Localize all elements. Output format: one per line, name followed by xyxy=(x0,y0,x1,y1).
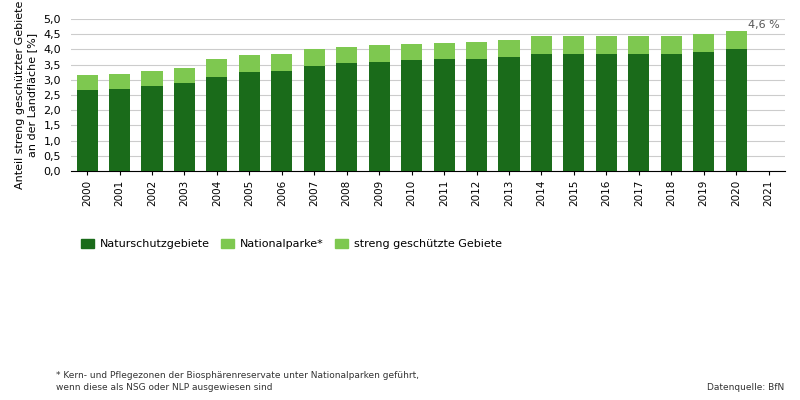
Bar xyxy=(369,62,390,171)
Bar xyxy=(271,54,292,71)
Text: Datenquelle: BfN: Datenquelle: BfN xyxy=(706,383,784,392)
Text: 4,6 %: 4,6 % xyxy=(749,20,780,30)
Legend: Naturschutzgebiete, Nationalparke*, streng geschützte Gebiete: Naturschutzgebiete, Nationalparke*, stre… xyxy=(77,234,506,254)
Bar xyxy=(142,71,162,86)
Bar xyxy=(109,74,130,89)
Bar xyxy=(304,50,325,66)
Bar xyxy=(531,54,552,171)
Bar xyxy=(239,72,260,171)
Bar xyxy=(498,40,519,57)
Bar xyxy=(531,36,552,54)
Bar xyxy=(401,60,422,171)
Bar xyxy=(563,36,585,54)
Bar xyxy=(206,58,227,77)
Bar xyxy=(563,54,585,171)
Bar xyxy=(142,86,162,171)
Bar xyxy=(336,47,358,63)
Bar xyxy=(401,44,422,60)
Bar xyxy=(628,54,650,171)
Bar xyxy=(693,52,714,171)
Bar xyxy=(369,45,390,62)
Bar xyxy=(726,50,746,171)
Bar xyxy=(77,90,98,171)
Bar xyxy=(661,54,682,171)
Bar xyxy=(434,43,454,58)
Bar xyxy=(498,57,519,171)
Bar xyxy=(304,66,325,171)
Bar xyxy=(174,83,195,171)
Bar xyxy=(174,68,195,83)
Bar xyxy=(693,34,714,52)
Bar xyxy=(434,58,454,171)
Bar xyxy=(239,54,260,72)
Bar xyxy=(628,36,650,54)
Bar xyxy=(109,89,130,171)
Bar xyxy=(271,71,292,171)
Bar xyxy=(661,36,682,54)
Text: * Kern- und Pflegezonen der Biosphärenreservate unter Nationalparken geführt,
we: * Kern- und Pflegezonen der Biosphärenre… xyxy=(56,371,419,392)
Bar xyxy=(466,58,487,171)
Bar xyxy=(596,54,617,171)
Bar xyxy=(206,77,227,171)
Bar xyxy=(596,36,617,54)
Bar xyxy=(726,31,746,50)
Y-axis label: Anteil streng geschützter Gebiete
an der Landfläche [%]: Anteil streng geschützter Gebiete an der… xyxy=(15,1,37,189)
Bar xyxy=(336,63,358,171)
Bar xyxy=(77,75,98,90)
Bar xyxy=(466,42,487,58)
